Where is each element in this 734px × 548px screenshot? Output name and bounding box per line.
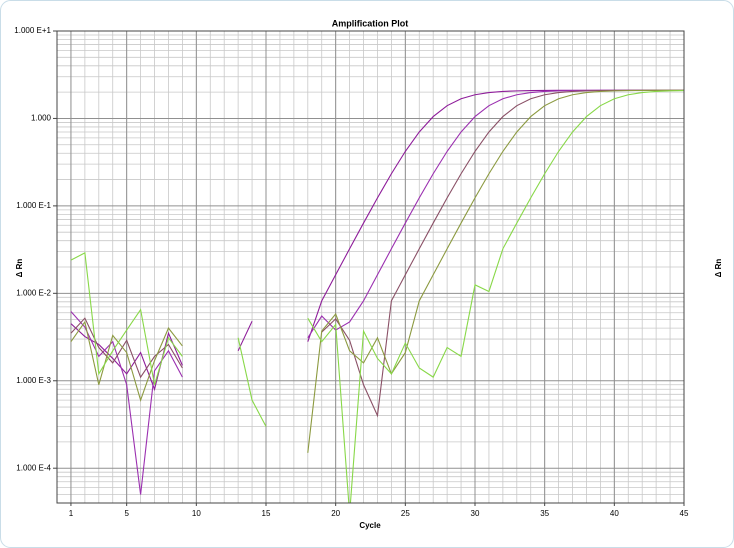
y-axis-label-right: Δ Rn	[714, 259, 723, 278]
x-tick-label: 1	[69, 509, 74, 518]
y-tick-label: 1.000 E-3	[16, 376, 51, 385]
plot-border	[56, 30, 685, 504]
x-tick-label: 15	[262, 509, 271, 518]
x-tick-label: 30	[471, 509, 480, 518]
lines	[70, 89, 684, 503]
x-tick-label: 45	[680, 509, 689, 518]
chart-title: Amplification Plot	[332, 18, 409, 28]
x-axis-label: Cycle	[359, 521, 381, 530]
y-tick-label: 1.000 E+1	[14, 26, 51, 35]
y-tick-label: 1.000 E-2	[16, 288, 51, 297]
x-tick-label: 10	[192, 509, 201, 518]
y-tick-label: 1.000 E-1	[16, 201, 51, 210]
x-tick-label: 40	[610, 509, 619, 518]
y-tick-label: 1.000 E-4	[16, 463, 51, 472]
grid	[56, 30, 685, 503]
y-axis-label: Δ Rn	[15, 259, 24, 278]
x-tick-label: 35	[540, 509, 549, 518]
amplification-curve	[70, 90, 684, 503]
y-tick-label: 1.000	[31, 114, 52, 123]
amplification-curve	[70, 89, 684, 453]
x-tick-label: 20	[331, 509, 340, 518]
x-tick-label: 5	[124, 509, 129, 518]
x-tick-label: 25	[401, 509, 410, 518]
